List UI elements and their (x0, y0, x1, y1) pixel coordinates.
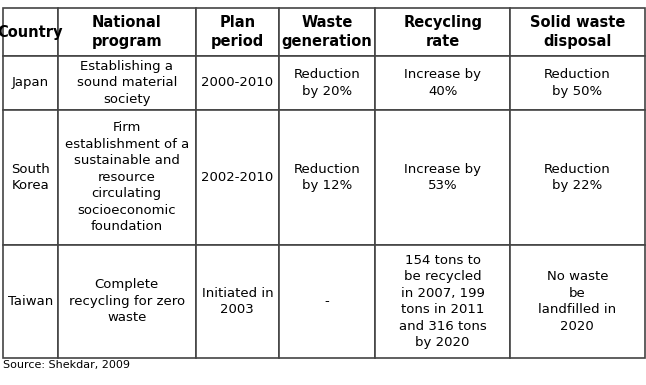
Bar (196, 110, 279, 245)
Bar (375, 245, 510, 358)
Text: South
Korea: South Korea (11, 162, 50, 192)
Bar (57, 110, 196, 245)
Text: Reduction
by 20%: Reduction by 20% (294, 68, 360, 98)
Text: 154 tons to
be recycled
in 2007, 199
tons in 2011
and 316 tons
by 2020: 154 tons to be recycled in 2007, 199 ton… (399, 254, 486, 349)
Text: Reduction
by 22%: Reduction by 22% (544, 162, 610, 192)
Bar (510, 245, 645, 358)
Text: Plan
period: Plan period (211, 15, 264, 49)
Bar (57, 56, 196, 110)
Bar (3, 110, 57, 245)
Text: Increase by
40%: Increase by 40% (404, 68, 481, 98)
Bar (279, 245, 375, 358)
Bar (510, 8, 645, 56)
Bar (196, 56, 279, 110)
Text: No waste
be
landfilled in
2020: No waste be landfilled in 2020 (538, 270, 616, 333)
Bar (3, 56, 57, 110)
Text: Country: Country (0, 25, 63, 40)
Text: Source: Shekdar, 2009: Source: Shekdar, 2009 (3, 360, 130, 370)
Bar (510, 110, 645, 245)
Bar (375, 56, 510, 110)
Text: Firm
establishment of a
sustainable and
resource
circulating
socioeconomic
found: Firm establishment of a sustainable and … (65, 121, 189, 233)
Text: Initiated in
2003: Initiated in 2003 (202, 286, 273, 316)
Text: -: - (325, 295, 329, 308)
Text: 2002-2010: 2002-2010 (202, 171, 273, 184)
Bar (279, 56, 375, 110)
Bar (57, 245, 196, 358)
Bar (279, 110, 375, 245)
Text: Japan: Japan (12, 76, 49, 89)
Bar (196, 245, 279, 358)
Text: Complete
recycling for zero
waste: Complete recycling for zero waste (68, 278, 185, 324)
Text: Reduction
by 12%: Reduction by 12% (294, 162, 360, 192)
Text: 2000-2010: 2000-2010 (202, 76, 273, 89)
Bar (510, 56, 645, 110)
Text: Taiwan: Taiwan (8, 295, 53, 308)
Text: National
program: National program (91, 15, 162, 49)
Bar (3, 8, 57, 56)
Text: Increase by
53%: Increase by 53% (404, 162, 481, 192)
Bar (3, 245, 57, 358)
Bar (375, 110, 510, 245)
Bar (196, 8, 279, 56)
Text: Solid waste
disposal: Solid waste disposal (530, 15, 625, 49)
Text: Establishing a
sound material
society: Establishing a sound material society (76, 60, 177, 106)
Bar (57, 8, 196, 56)
Text: Recycling
rate: Recycling rate (403, 15, 482, 49)
Text: Waste
generation: Waste generation (282, 15, 373, 49)
Bar (279, 8, 375, 56)
Bar (375, 8, 510, 56)
Text: Reduction
by 50%: Reduction by 50% (544, 68, 610, 98)
